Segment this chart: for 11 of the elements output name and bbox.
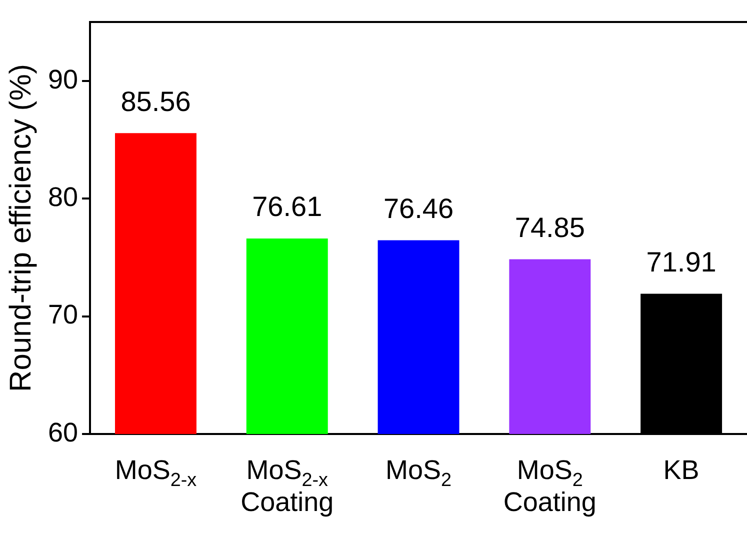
y-tick-label: 70 bbox=[48, 300, 78, 330]
data-label: 76.61 bbox=[252, 191, 322, 222]
y-tick-label: 80 bbox=[48, 182, 78, 212]
data-label: 76.46 bbox=[383, 192, 454, 224]
data-label: 71.91 bbox=[646, 246, 716, 278]
data-label: 74.85 bbox=[514, 212, 585, 243]
y-tick-label: 90 bbox=[48, 64, 78, 94]
data-label: 85.56 bbox=[120, 86, 191, 117]
y-axis-title: Round-trip efficiency (%) bbox=[4, 64, 38, 392]
y-tick-label: 60 bbox=[48, 417, 78, 448]
x-tick-label: KB bbox=[663, 455, 700, 485]
